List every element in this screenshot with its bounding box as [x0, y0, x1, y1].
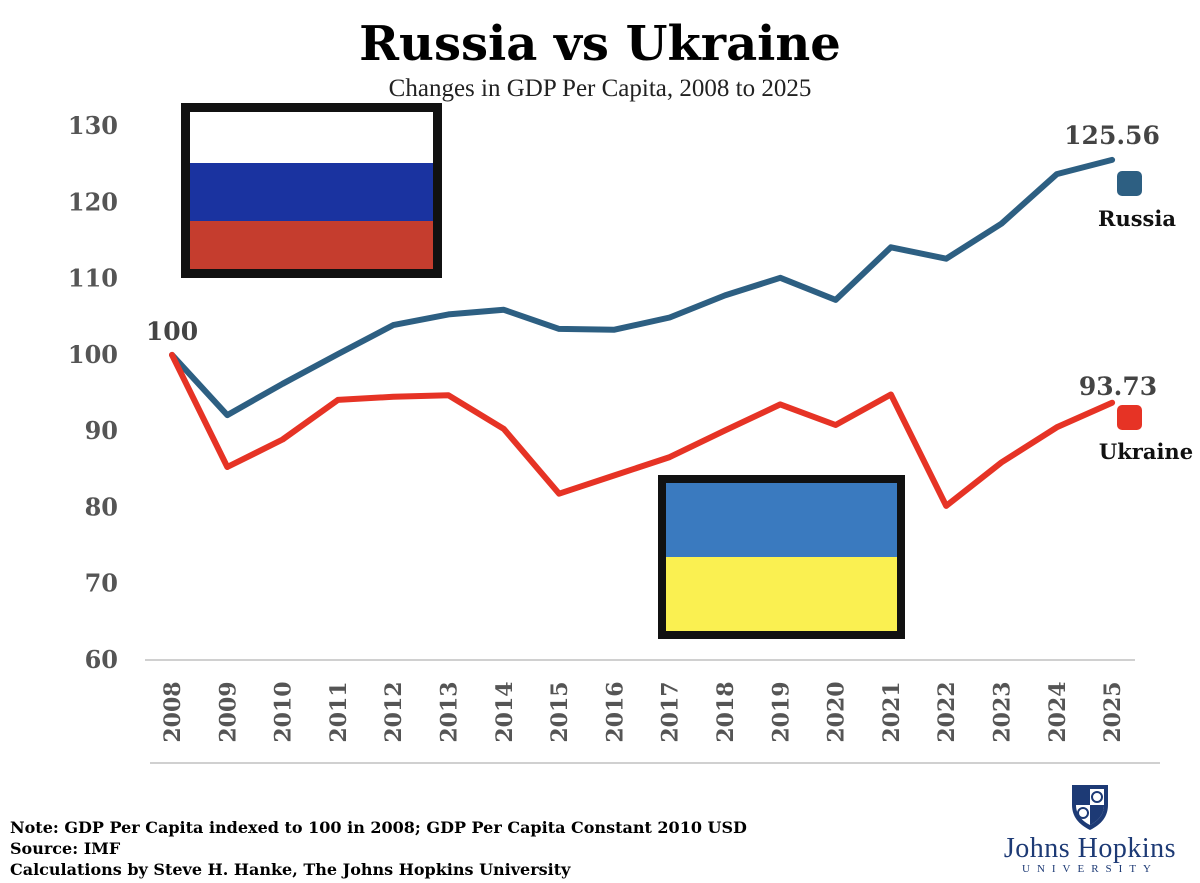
- x-tick-label: 2020: [824, 681, 850, 742]
- chart-subtitle: Changes in GDP Per Capita, 2008 to 2025: [388, 75, 812, 102]
- shield-icon: [1072, 785, 1108, 830]
- x-tick-label: 2009: [215, 681, 241, 742]
- line-chart: 130 120 110 100 90 80 70 60 2008 2009 2010 2011 201…: [68, 103, 1193, 764]
- x-tick-label: 2019: [768, 681, 794, 742]
- series-russia: [169, 156, 1116, 419]
- footnotes: Note: GDP Per Capita indexed to 100 in 2…: [10, 817, 747, 880]
- x-tick-label: 2010: [271, 681, 297, 742]
- y-tick-label: 110: [68, 264, 118, 293]
- x-tick-label: 2016: [602, 681, 628, 742]
- legend-swatch-russia: [1117, 171, 1142, 196]
- x-tick-label: 2023: [990, 681, 1016, 742]
- russia-end-value-label: 125.56: [1064, 121, 1160, 150]
- note-line: Note: GDP Per Capita indexed to 100 in 2…: [10, 818, 747, 837]
- johns-hopkins-logo: Johns Hopkins UNIVERSITY: [995, 783, 1195, 878]
- chart-title: Russia vs Ukraine: [359, 16, 841, 72]
- russia-flag-blue-stripe: [190, 163, 433, 221]
- start-value-label: 100: [146, 317, 198, 346]
- x-tick-label: 2021: [879, 681, 905, 742]
- x-tick-label: 2024: [1045, 681, 1071, 742]
- ukraine-end-value-label: 93.73: [1079, 372, 1157, 401]
- legend-swatch-ukraine: [1117, 405, 1142, 430]
- x-tick-label: 2008: [160, 681, 186, 742]
- source-line: Source: IMF: [10, 839, 121, 858]
- x-tick-label: 2017: [658, 681, 684, 742]
- y-tick-label: 130: [68, 111, 118, 140]
- ukraine-flag-blue-stripe: [666, 483, 897, 557]
- series-line-russia: [169, 156, 1116, 419]
- credit-line: Calculations by Steve H. Hanke, The John…: [10, 860, 571, 879]
- legend-label-russia: Russia: [1098, 206, 1176, 231]
- x-tick-label: 2011: [326, 681, 352, 742]
- y-tick-label: 120: [68, 187, 118, 216]
- logo-name: Johns Hopkins: [1003, 833, 1177, 864]
- y-axis-ticks: 130 120 110 100 90 80 70 60: [68, 111, 118, 674]
- ukraine-flag-yellow-stripe: [666, 557, 897, 631]
- axes: [145, 659, 1160, 764]
- ukraine-flag: [658, 475, 905, 639]
- logo-university: UNIVERSITY: [1022, 863, 1158, 875]
- legend: Russia Ukraine: [1098, 171, 1193, 464]
- series-ukraine: [169, 351, 1116, 509]
- x-tick-label: 2025: [1100, 681, 1126, 742]
- x-tick-label: 2022: [934, 681, 960, 742]
- series-line-ukraine: [169, 351, 1116, 509]
- x-tick-label: 2018: [713, 681, 739, 742]
- russia-flag: [181, 103, 442, 278]
- russia-flag-white-stripe: [190, 112, 433, 163]
- y-tick-label: 60: [85, 645, 118, 674]
- y-tick-label: 80: [85, 492, 118, 521]
- russia-flag-red-stripe: [190, 221, 433, 269]
- x-tick-label: 2014: [492, 681, 518, 742]
- series-lines: [169, 156, 1116, 509]
- x-tick-label: 2015: [547, 681, 573, 742]
- x-tick-label: 2012: [381, 681, 407, 742]
- legend-label-ukraine: Ukraine: [1099, 439, 1193, 464]
- y-tick-label: 100: [68, 340, 118, 369]
- x-axis-ticks: 2008 2009 2010 2011 2012 2013 2014 2015 2016 2017…: [160, 681, 1126, 742]
- x-tick-label: 2013: [437, 681, 463, 742]
- y-tick-label: 90: [85, 416, 118, 445]
- y-tick-label: 70: [85, 569, 118, 598]
